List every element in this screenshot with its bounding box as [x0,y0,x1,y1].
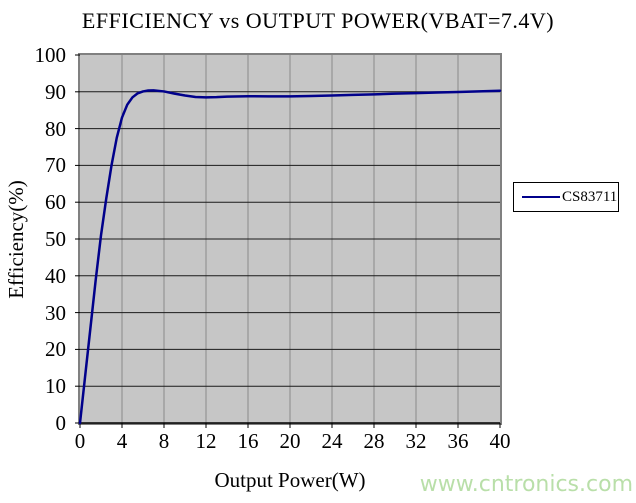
legend: CS83711 [513,182,619,212]
chart-title: EFFICIENCY vs OUTPUT POWER(VBAT=7.4V) [81,8,555,33]
y-tick-label: 80 [45,116,66,141]
watermark: www.cntronics.com [419,472,633,497]
plot-canvas [75,54,502,428]
y-tick-label: 10 [45,374,66,399]
y-tick-label: 70 [45,153,66,178]
x-tick-label: 12 [195,429,217,453]
x-tick-label: 8 [158,429,170,453]
x-tick-label: 16 [237,429,259,453]
legend-series-label: CS83711 [562,188,618,205]
x-tick-label: 40 [489,429,511,453]
y-tick-label: 40 [45,263,66,288]
y-tick-label: 100 [34,43,67,67]
x-tick-label: 20 [279,429,301,453]
y-tick-label: 60 [45,190,66,215]
y-tick-label: 20 [45,337,66,362]
x-tick-label: 32 [405,429,427,453]
plot-area [75,53,502,428]
x-axis-title: Output Power(W) [214,468,366,492]
x-tick-label: 28 [363,429,385,453]
x-tick-label: 36 [447,429,469,453]
legend-line-sample [522,196,560,198]
y-tick-label: 50 [45,227,66,251]
y-tick-label: 30 [45,300,66,325]
x-tick-label: 0 [74,429,86,453]
series-line-CS83711 [78,89,502,425]
y-tick-label: 0 [55,411,67,435]
x-tick-label: 24 [321,429,343,453]
x-tick-label: 4 [116,429,128,453]
y-tick-label: 90 [45,79,66,104]
